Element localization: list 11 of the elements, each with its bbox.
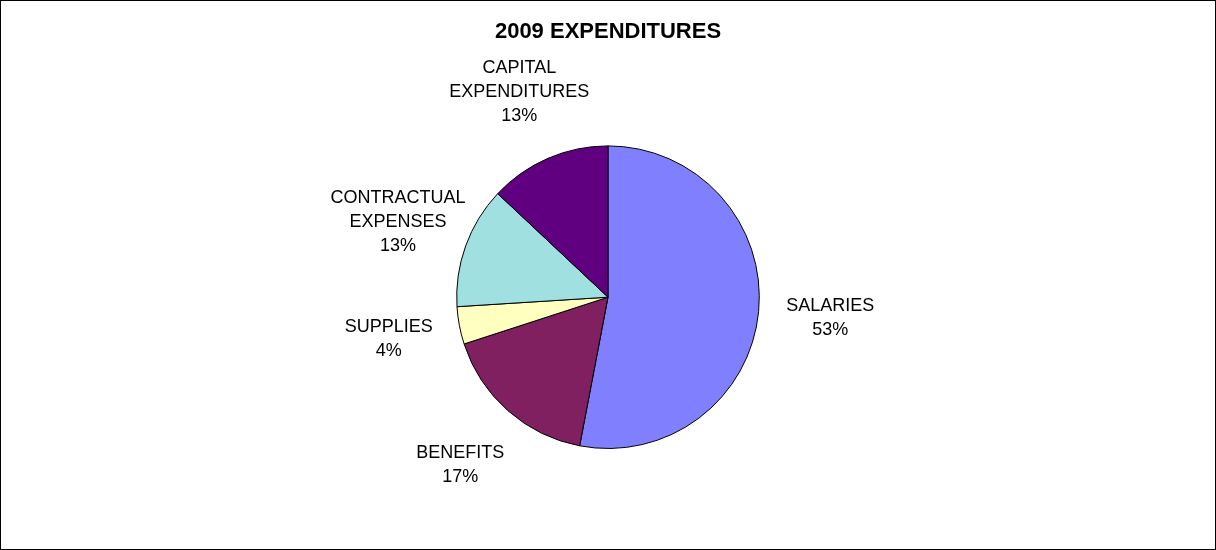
data-label: 53% [812,319,849,340]
slice-label: CAPITAL EXPENDITURES [449,57,590,102]
slice-label: BENEFITS [416,441,505,462]
slice-label: CONTRACTUAL EXPENSES [330,186,466,231]
data-label: 4% [375,340,402,361]
data-label: 17% [442,465,479,486]
data-label: 13% [379,234,416,255]
data-label: 13% [501,105,538,126]
slice-label: SUPPLIES [344,316,433,337]
slice-label: SALARIES [786,295,875,316]
chart-title: 2009 EXPENDITURES [494,18,722,44]
